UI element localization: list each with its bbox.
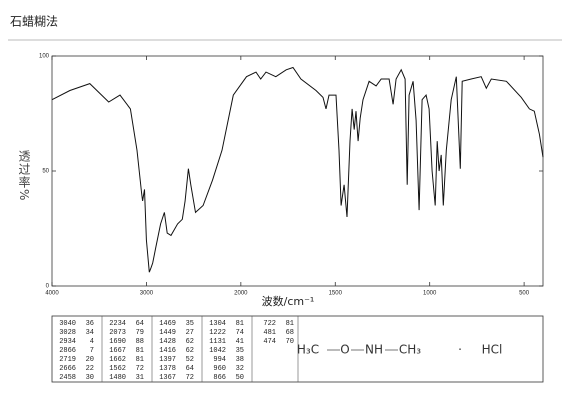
peak-wavenumber: 2458	[59, 374, 76, 382]
peak-wavenumber: 1562	[109, 365, 126, 373]
structure-part: ·	[458, 343, 462, 357]
peak-transmittance: 64	[186, 365, 194, 373]
peak-wavenumber: 1469	[159, 320, 176, 328]
peak-transmittance: 22	[86, 365, 94, 373]
peak-transmittance: 74	[236, 329, 244, 337]
x-tick-label: 1000	[423, 291, 437, 297]
peak-wavenumber: 3040	[59, 320, 76, 328]
structure-part: NH	[365, 343, 383, 357]
peak-transmittance: 4	[90, 338, 94, 346]
peak-transmittance: 72	[186, 374, 194, 382]
peak-wavenumber: 2719	[59, 356, 76, 364]
peak-transmittance: 36	[86, 320, 94, 328]
peak-transmittance: 81	[286, 320, 294, 328]
peak-wavenumber: 1662	[109, 356, 126, 364]
peak-transmittance: 81	[136, 347, 144, 355]
header-title: 石蜡糊法	[10, 14, 58, 29]
peak-transmittance: 30	[86, 374, 94, 382]
peak-wavenumber: 2073	[109, 329, 126, 337]
peak-transmittance: 64	[136, 320, 144, 328]
y-tick-label: 0	[46, 284, 50, 290]
peak-wavenumber: 1397	[159, 356, 176, 364]
plot-frame	[51, 55, 544, 287]
x-axis-label: 波数/cm⁻¹	[262, 295, 315, 308]
peak-wavenumber: 1042	[209, 347, 226, 355]
peak-wavenumber: 960	[213, 365, 226, 373]
peak-wavenumber: 1222	[209, 329, 226, 337]
peak-transmittance: 41	[236, 338, 244, 346]
peak-wavenumber: 1416	[159, 347, 176, 355]
table-frame	[51, 315, 544, 383]
peak-transmittance: 20	[86, 356, 94, 364]
peak-wavenumber: 481	[263, 329, 276, 337]
peak-transmittance: 62	[186, 347, 194, 355]
peak-wavenumber: 1690	[109, 338, 126, 346]
peak-wavenumber: 1428	[159, 338, 176, 346]
peak-transmittance: 81	[236, 320, 244, 328]
peak-transmittance: 27	[186, 329, 194, 337]
peak-transmittance: 35	[186, 320, 194, 328]
y-tick-label: 100	[39, 54, 50, 60]
peak-transmittance: 32	[236, 365, 244, 373]
x-tick-label: 1500	[329, 291, 343, 297]
x-tick-label: 500	[519, 291, 530, 297]
peak-transmittance: 7	[90, 347, 94, 355]
peak-transmittance: 34	[86, 329, 94, 337]
peak-wavenumber: 1480	[109, 374, 126, 382]
peak-wavenumber: 1378	[159, 365, 176, 373]
peak-transmittance: 31	[136, 374, 144, 382]
x-tick-label: 2000	[234, 291, 248, 297]
structure-part: O	[340, 343, 349, 357]
peak-wavenumber: 2866	[59, 347, 76, 355]
peak-wavenumber: 866	[213, 374, 226, 382]
peak-transmittance: 50	[236, 374, 244, 382]
peak-transmittance: 88	[136, 338, 144, 346]
y-tick-label: 50	[42, 169, 49, 175]
peak-wavenumber: 1131	[209, 338, 226, 346]
spectrum-line	[51, 66, 544, 273]
peak-wavenumber: 1367	[159, 374, 176, 382]
peak-transmittance: 72	[136, 365, 144, 373]
peak-transmittance: 38	[236, 356, 244, 364]
peak-wavenumber: 2666	[59, 365, 76, 373]
structure-part: HCl	[482, 343, 503, 357]
peak-transmittance: 35	[236, 347, 244, 355]
peak-wavenumber: 3028	[59, 329, 76, 337]
peak-wavenumber: 474	[263, 338, 276, 346]
structure-part: CH₃	[399, 343, 421, 357]
peak-transmittance: 68	[286, 329, 294, 337]
peak-wavenumber: 2234	[109, 320, 126, 328]
peak-transmittance: 81	[136, 356, 144, 364]
peak-wavenumber: 2934	[59, 338, 76, 346]
peak-wavenumber: 1449	[159, 329, 176, 337]
peak-wavenumber: 1667	[109, 347, 126, 355]
peak-transmittance: 52	[186, 356, 194, 364]
peak-transmittance: 79	[136, 329, 144, 337]
peak-transmittance: 62	[186, 338, 194, 346]
peak-wavenumber: 722	[263, 320, 276, 328]
y-axis-label: 透过率%	[17, 150, 31, 202]
peak-wavenumber: 994	[213, 356, 226, 364]
peak-wavenumber: 1304	[209, 320, 226, 328]
peak-transmittance: 70	[286, 338, 294, 346]
x-tick-label: 4000	[45, 291, 59, 297]
structure-part: H₃C	[297, 343, 319, 357]
x-tick-label: 3000	[140, 291, 154, 297]
